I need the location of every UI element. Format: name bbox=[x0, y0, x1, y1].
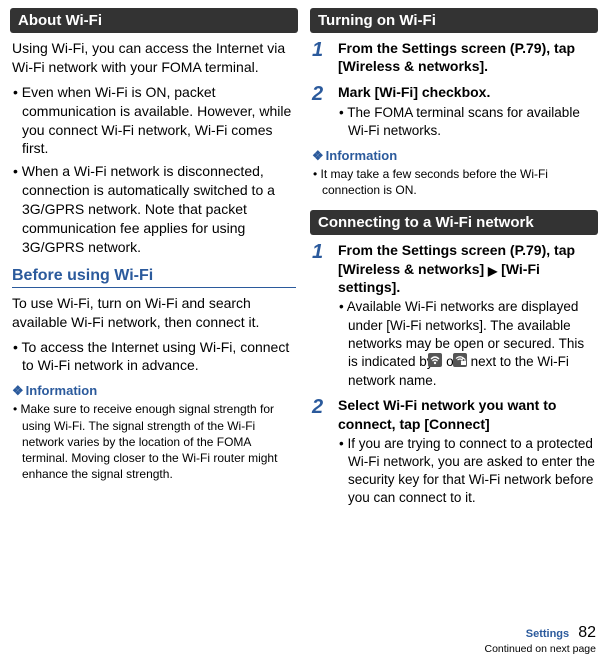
right-arrow-icon: ▶ bbox=[488, 264, 497, 280]
before-using-heading: Before using Wi-Fi bbox=[12, 267, 296, 288]
about-wifi-header: About Wi-Fi bbox=[10, 8, 298, 33]
step-sub: If you are trying to connect to a protec… bbox=[338, 435, 596, 508]
step-number: 1 bbox=[312, 39, 338, 77]
info-bullet-left: Make sure to receive enough signal stren… bbox=[10, 401, 298, 482]
step-number: 1 bbox=[312, 241, 338, 390]
before-para: To use Wi-Fi, turn on Wi-Fi and search a… bbox=[10, 294, 298, 332]
about-bullet-2: When a Wi-Fi network is disconnected, co… bbox=[10, 162, 298, 256]
page-columns: About Wi-Fi Using Wi-Fi, you can access … bbox=[0, 0, 608, 514]
page-number: 82 bbox=[578, 624, 596, 641]
about-bullet-1: Even when Wi-Fi is ON, packet communicat… bbox=[10, 83, 298, 159]
page-footer: Settings 82 Continued on next page bbox=[484, 623, 596, 657]
step-title: Mark [Wi-Fi] checkbox. bbox=[338, 83, 596, 101]
step-number: 2 bbox=[312, 396, 338, 507]
step-sub: Available Wi-Fi networks are displayed u… bbox=[338, 298, 596, 390]
turn-on-step-1: 1 From the Settings screen (P.79), tap [… bbox=[310, 39, 598, 77]
step-body: From the Settings screen (P.79), tap [Wi… bbox=[338, 241, 596, 390]
left-column: About Wi-Fi Using Wi-Fi, you can access … bbox=[10, 8, 298, 514]
info-bullet-right: It may take a few seconds before the Wi-… bbox=[310, 166, 598, 198]
step-number: 2 bbox=[312, 83, 338, 140]
step-body: From the Settings screen (P.79), tap [Wi… bbox=[338, 39, 596, 77]
step-title: Select Wi-Fi network you want to connect… bbox=[338, 396, 596, 432]
info-heading-right: Information bbox=[312, 148, 596, 164]
turn-on-step-2: 2 Mark [Wi-Fi] checkbox. The FOMA termin… bbox=[310, 83, 598, 140]
about-wifi-para: Using Wi-Fi, you can access the Internet… bbox=[10, 39, 298, 77]
connecting-header: Connecting to a Wi-Fi network bbox=[310, 210, 598, 235]
step-title: From the Settings screen (P.79), tap [Wi… bbox=[338, 241, 596, 296]
connect-step-1: 1 From the Settings screen (P.79), tap [… bbox=[310, 241, 598, 390]
connect-step-2: 2 Select Wi-Fi network you want to conne… bbox=[310, 396, 598, 507]
right-column: Turning on Wi-Fi 1 From the Settings scr… bbox=[310, 8, 598, 514]
step-body: Select Wi-Fi network you want to connect… bbox=[338, 396, 596, 507]
settings-label: Settings bbox=[526, 628, 569, 640]
step-body: Mark [Wi-Fi] checkbox. The FOMA terminal… bbox=[338, 83, 596, 140]
continued-label: Continued on next page bbox=[484, 643, 596, 657]
info-heading-left: Information bbox=[12, 383, 296, 399]
step-title: From the Settings screen (P.79), tap [Wi… bbox=[338, 39, 596, 75]
step-sub: The FOMA terminal scans for available Wi… bbox=[338, 104, 596, 140]
before-bullet: To access the Internet using Wi-Fi, conn… bbox=[10, 338, 298, 376]
footer-line-1: Settings 82 bbox=[484, 623, 596, 644]
turning-on-header: Turning on Wi-Fi bbox=[310, 8, 598, 33]
